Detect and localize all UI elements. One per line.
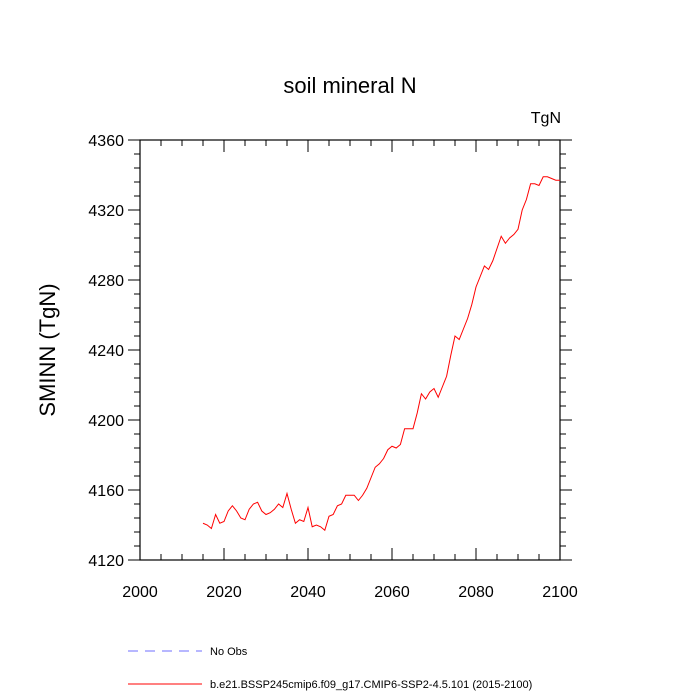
y-tick-label-4240: 4240: [88, 343, 124, 360]
plot-frame-group: [139, 139, 561, 561]
y-tick-label-4320: 4320: [88, 203, 124, 220]
y-tick-label-4360: 4360: [88, 133, 124, 150]
y-tick-label-4200: 4200: [88, 413, 124, 430]
ticks-group: 2000 2020 2040 2060 2080 2100 4120 4160 4200 4240…: [88, 133, 577, 601]
y-tick-label-4280: 4280: [88, 273, 124, 290]
x-tick-label-2080: 2080: [458, 584, 494, 601]
legend: No Obs b.e21.BSSP245cmip6.f09_g17.CMIP6-S…: [128, 646, 532, 691]
legend-label-0: No Obs: [210, 646, 248, 658]
series-group: [202, 176, 560, 532]
units-label: TgN: [531, 110, 561, 127]
x-tick-label-2100: 2100: [542, 584, 578, 601]
y-axis-label: SMINN (TgN): [35, 283, 60, 416]
x-tick-label-2040: 2040: [290, 584, 326, 601]
x-tick-label-2060: 2060: [374, 584, 410, 601]
legend-label-1: b.e21.BSSP245cmip6.f09_g17.CMIP6-SSP2-4.…: [210, 679, 532, 691]
series-line-0: [202, 176, 560, 532]
y-tick-label-4160: 4160: [88, 483, 124, 500]
x-tick-label-2000: 2000: [122, 584, 158, 601]
x-tick-label-2020: 2020: [206, 584, 242, 601]
chart-title: soil mineral N: [283, 73, 416, 98]
y-tick-label-4120: 4120: [88, 553, 124, 570]
plot-frame: [139, 139, 561, 561]
